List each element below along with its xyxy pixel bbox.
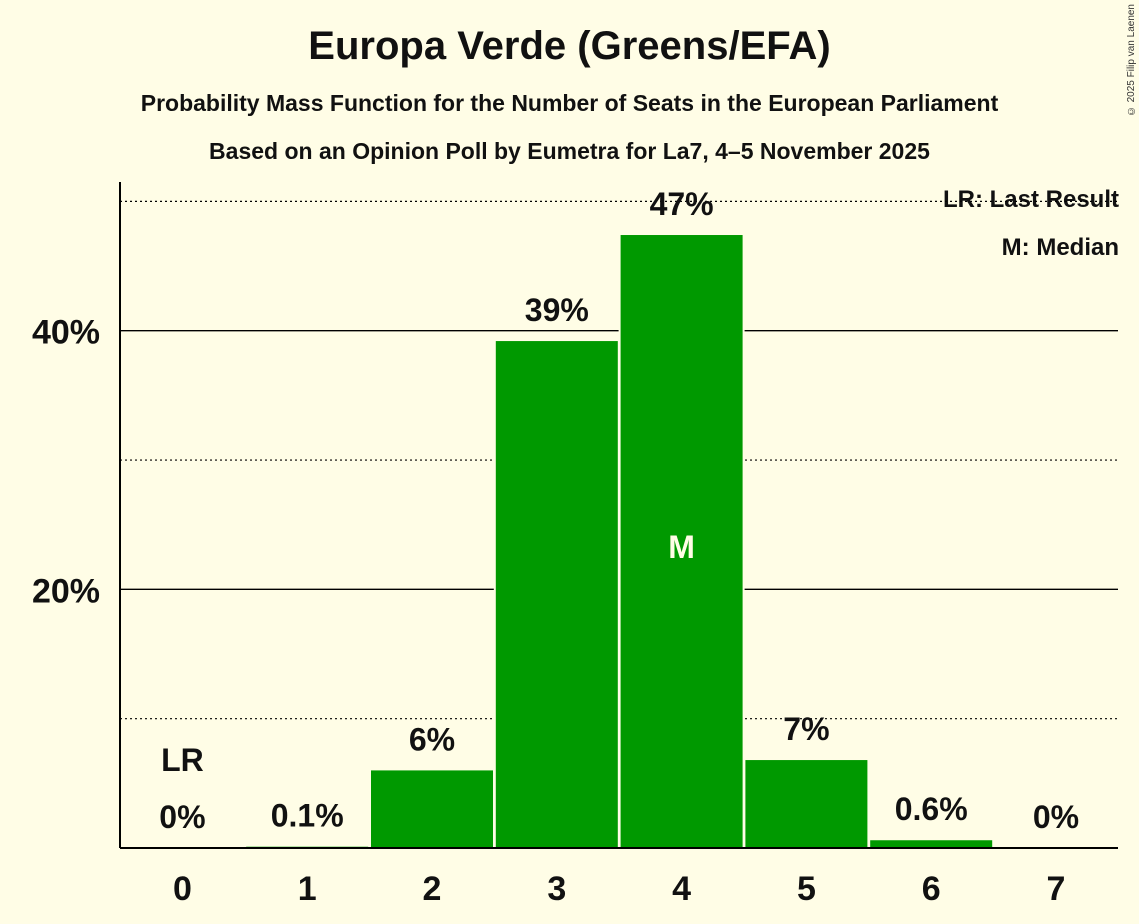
bar [620,235,743,848]
axes: 20% 40% 0 1 2 3 4 5 6 7 [32,182,1118,908]
bars [244,232,995,848]
y-tick-label: 20% [32,572,100,610]
bar [495,341,618,848]
x-tick-label: 2 [423,870,442,908]
y-tick-label: 40% [32,314,100,352]
bar [870,840,993,848]
chart-title: Europa Verde (Greens/EFA) [308,24,831,68]
x-tick-label: 3 [547,870,566,908]
last-result-marker: LR [161,742,204,778]
x-tick-label: 4 [672,870,691,908]
value-label: 7% [783,711,829,747]
bar [371,770,493,848]
value-label: 6% [409,721,455,757]
legend-last-result: LR: Last Result [942,186,1119,213]
chart-subtitle: Probability Mass Function for the Number… [140,90,999,116]
value-label: 0% [159,799,205,835]
x-tick-label: 6 [922,870,941,908]
legend-median: M: Median [1001,234,1119,261]
value-label: 0.1% [271,798,344,834]
value-label: 0.6% [895,791,968,827]
value-label: 39% [525,292,589,328]
bar [745,760,868,848]
chart-subtitle-poll: Based on an Opinion Poll by Eumetra for … [209,138,930,164]
value-labels: 0% 0.1% 6% 39% 47% 7% 0.6% 0% LR M [159,186,1079,835]
x-tick-label: 7 [1047,870,1066,908]
value-label: 0% [1033,799,1079,835]
x-tick-label: 0 [173,870,192,908]
median-marker: M [668,529,695,565]
bar-gap [244,843,371,848]
x-tick-label: 1 [298,870,317,908]
value-label: 47% [650,186,714,222]
x-tick-label: 5 [797,870,816,908]
